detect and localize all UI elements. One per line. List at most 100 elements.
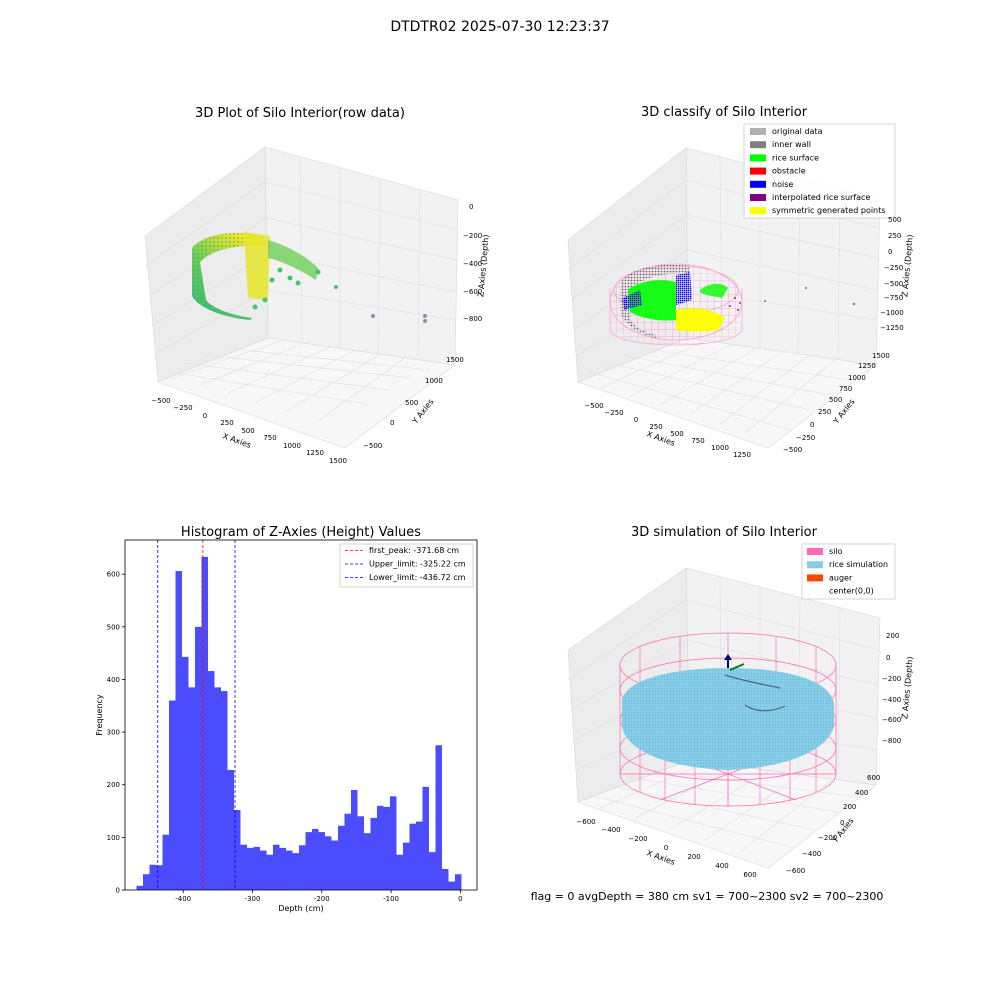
histogram-bar xyxy=(259,850,267,890)
chart-title: 3D Plot of Silo Interior(row data) xyxy=(195,106,405,121)
legend xyxy=(339,543,474,588)
z-tick-label: −200 xyxy=(882,675,901,683)
classified-cloud xyxy=(609,263,856,346)
x-tick-label: -100 xyxy=(383,895,399,903)
x-tick-label: -300 xyxy=(245,895,261,903)
auger-marker xyxy=(724,654,745,671)
x-tick-label: 250 xyxy=(649,423,662,431)
axes-3d-box xyxy=(144,146,459,449)
histogram-bar xyxy=(441,868,449,890)
histogram-bar xyxy=(136,885,144,890)
y-tick-label: 0 xyxy=(390,419,394,427)
y-tick-labels: −500 −250 0 250 500 750 1000 1250 1500 xyxy=(783,352,890,454)
histogram-bar xyxy=(415,821,423,890)
x-tick-labels: −600 −400 −200 0 200 400 600 xyxy=(576,818,756,879)
histogram-bar xyxy=(350,790,358,890)
z-tick-label: −400 xyxy=(882,696,901,704)
histogram-bar xyxy=(201,556,208,890)
legend-swatch xyxy=(807,561,823,569)
z-tick-labels: 200 0 −200 −400 −600 −800 xyxy=(882,632,901,745)
histogram-bar xyxy=(396,854,403,890)
histogram-bar xyxy=(162,834,169,890)
z-tick-labels: 500 250 0 −250 −500 −750 −1000 −1250 xyxy=(880,216,904,332)
x-tick-label: 1250 xyxy=(306,449,324,457)
x-tick-label: −500 xyxy=(584,402,603,410)
y-tick-label: −500 xyxy=(363,442,382,450)
legend-swatch xyxy=(807,548,823,555)
y-tick-label: 500 xyxy=(405,399,418,407)
z-tick-label: −750 xyxy=(884,294,903,302)
y-tick-label: 1000 xyxy=(848,374,866,382)
histogram-bar xyxy=(344,813,351,890)
z-tick-label: −800 xyxy=(463,315,482,323)
y-tick-label: 250 xyxy=(818,408,831,416)
x-tick-label: 200 xyxy=(687,853,700,861)
figure-suptitle: DTDTR02 2025-07-30 12:23:37 xyxy=(390,19,609,35)
histogram-bar xyxy=(240,844,247,890)
legend-label: silo xyxy=(829,547,843,556)
y-tick-label: 300 xyxy=(107,729,120,737)
z-tick-label: 500 xyxy=(888,216,901,224)
y-tick-labels: −600 −400 −200 0 200 400 600 xyxy=(786,774,880,875)
z-tick-label: −600 xyxy=(463,288,482,296)
histogram-bar xyxy=(331,840,338,890)
rice-simulation-surface xyxy=(622,668,834,770)
x-tick-label: −250 xyxy=(173,404,192,412)
histogram-bar xyxy=(169,700,176,890)
z-axis-label: Z Axies (Depth) xyxy=(900,656,914,719)
y-tick-label: 400 xyxy=(107,676,120,684)
y-tick-label: −200 xyxy=(818,834,837,842)
legend xyxy=(743,123,896,219)
histogram-bar xyxy=(266,854,273,890)
legend-label: noise xyxy=(772,180,793,189)
histogram-bar xyxy=(454,874,462,890)
y-tick-label: 0 xyxy=(810,421,814,429)
histogram-bar xyxy=(389,796,397,890)
chart-title: Histogram of Z-Axies (Height) Values xyxy=(181,525,421,540)
histogram-bar xyxy=(253,846,260,890)
histogram-bar xyxy=(279,847,286,890)
y-tick-label: 400 xyxy=(855,789,868,797)
status-readout: flag = 0 avgDepth = 380 cm sv1 = 700~230… xyxy=(531,890,884,903)
y-tick-label: 500 xyxy=(107,623,120,631)
z-tick-label: −500 xyxy=(884,280,903,288)
y-tick-label: −500 xyxy=(783,446,802,454)
histogram-bar xyxy=(370,817,377,890)
x-tick-label: -400 xyxy=(175,895,191,903)
x-axis-label: X Axies xyxy=(645,848,676,867)
x-tick-label: 500 xyxy=(241,427,254,435)
x-tick-label: 400 xyxy=(715,862,728,870)
histogram-bar xyxy=(207,671,215,890)
legend-label: interpolated rice surface xyxy=(772,193,870,202)
histogram-bar xyxy=(246,847,254,890)
histogram-bar xyxy=(324,836,332,890)
legend-label: original data xyxy=(772,127,823,136)
histogram-bar xyxy=(305,832,312,890)
panel-histogram: Histogram of Z-Axies (Height) Values -40… xyxy=(95,525,478,913)
histogram-bar xyxy=(156,865,163,890)
histogram-bar xyxy=(448,881,455,890)
y-tick-label: 100 xyxy=(107,834,120,842)
histogram-bars xyxy=(136,556,462,890)
legend-label: rice simulation xyxy=(829,560,888,569)
y-tick-label: 0 xyxy=(116,887,120,895)
histogram-bar xyxy=(435,745,442,890)
legend-swatch xyxy=(750,141,766,149)
x-tick-label: 750 xyxy=(691,437,704,445)
x-tick-label: 0 xyxy=(458,895,462,903)
x-tick-labels: −500 −250 0 250 500 750 1000 1250 1500 xyxy=(151,397,347,465)
histogram-bar xyxy=(175,571,182,890)
histogram-bar xyxy=(363,833,371,890)
panel-simulation: 3D simulation of Silo Interior xyxy=(567,525,915,879)
y-tick-label: 0 xyxy=(840,819,844,827)
chart-title: 3D simulation of Silo Interior xyxy=(631,525,818,540)
y-tick-label: 1000 xyxy=(425,377,443,385)
x-axis-label: Depth (cm) xyxy=(278,904,323,913)
z-tick-label: −400 xyxy=(463,260,482,268)
histogram-bar xyxy=(272,844,280,890)
legend-label: obstacle xyxy=(772,167,806,176)
y-tick-label: 1500 xyxy=(872,352,890,360)
y-tick-label: −250 xyxy=(796,434,815,442)
z-tick-label: 0 xyxy=(886,654,890,662)
